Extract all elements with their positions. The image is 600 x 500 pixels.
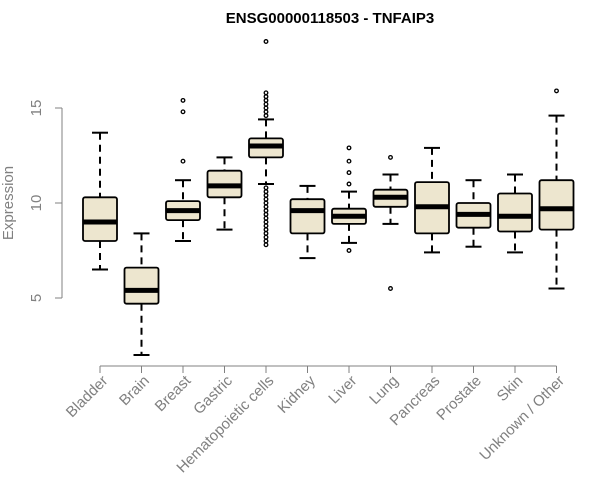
outlier-point <box>263 196 269 202</box>
box-prostate <box>455 179 492 248</box>
y-tick-label: 5 <box>28 294 45 302</box>
x-tick-label-prostate: Prostate <box>433 372 485 424</box>
outlier-point <box>180 158 186 164</box>
outlier-point <box>263 215 269 221</box>
box-liver <box>331 145 367 253</box>
x-tick-label-kidney: Kidney <box>274 372 319 417</box>
box-skin <box>497 173 533 254</box>
outlier-point <box>346 248 352 253</box>
outlier-point <box>263 234 269 240</box>
box-lung <box>372 154 409 291</box>
outlier-point <box>346 158 352 164</box>
box-hematopoietic-cells <box>248 39 284 248</box>
outlier-point <box>263 97 269 103</box>
x-tick-label-brain: Brain <box>116 372 153 409</box>
x-tick-label-lung: Lung <box>366 372 402 408</box>
outlier-point <box>263 208 269 214</box>
x-tick-label-bladder: Bladder <box>63 372 112 421</box>
outlier-point <box>263 238 269 244</box>
outlier-point <box>263 211 269 217</box>
iqr-box <box>82 196 118 242</box>
x-tick-label-liver: Liver <box>325 372 360 407</box>
outlier-point <box>180 97 186 103</box>
outlier-point <box>263 223 269 229</box>
outlier-point <box>263 227 269 233</box>
outlier-point <box>346 181 352 187</box>
x-tick-label-breast: Breast <box>152 372 195 415</box>
outlier-point <box>263 189 269 195</box>
x-tick-label-skin: Skin <box>494 372 527 405</box>
y-axis-label: Expression <box>0 166 17 240</box>
outlier-point <box>388 154 393 160</box>
outlier-point <box>263 101 269 107</box>
outlier-point <box>346 145 352 151</box>
outlier-point <box>263 39 269 44</box>
outlier-point <box>388 286 393 291</box>
box-bladder <box>82 131 118 271</box>
box-pancreas <box>414 146 450 254</box>
outlier-point <box>263 109 269 115</box>
outlier-point <box>263 192 269 198</box>
box-unknown-other <box>538 88 575 290</box>
outlier-point <box>263 113 269 119</box>
box-brain <box>123 232 160 356</box>
y-tick-label: 15 <box>28 100 45 117</box>
outlier-point <box>554 88 559 94</box>
y-tick-label: 10 <box>28 195 45 212</box>
iqr-box <box>289 198 326 235</box>
box-gastric <box>206 156 243 231</box>
outlier-point <box>263 204 269 210</box>
outlier-point <box>263 185 269 191</box>
box-breast <box>165 97 201 242</box>
outlier-point <box>263 219 269 225</box>
outlier-point <box>263 105 269 111</box>
iqr-box <box>123 266 160 305</box>
outlier-point <box>263 242 269 248</box>
outlier-point <box>180 109 186 115</box>
iqr-box <box>538 179 575 231</box>
outlier-point <box>346 170 352 176</box>
outlier-point <box>263 200 269 206</box>
y-axis: 5 10 15 <box>28 100 63 302</box>
iqr-box <box>497 192 533 233</box>
box-kidney <box>289 184 326 260</box>
outlier-point <box>263 90 269 96</box>
outlier-point <box>263 230 269 236</box>
chart-title: ENSG00000118503 - TNFAIP3 <box>226 10 434 27</box>
plot-area <box>82 39 575 356</box>
outlier-point <box>263 94 269 100</box>
